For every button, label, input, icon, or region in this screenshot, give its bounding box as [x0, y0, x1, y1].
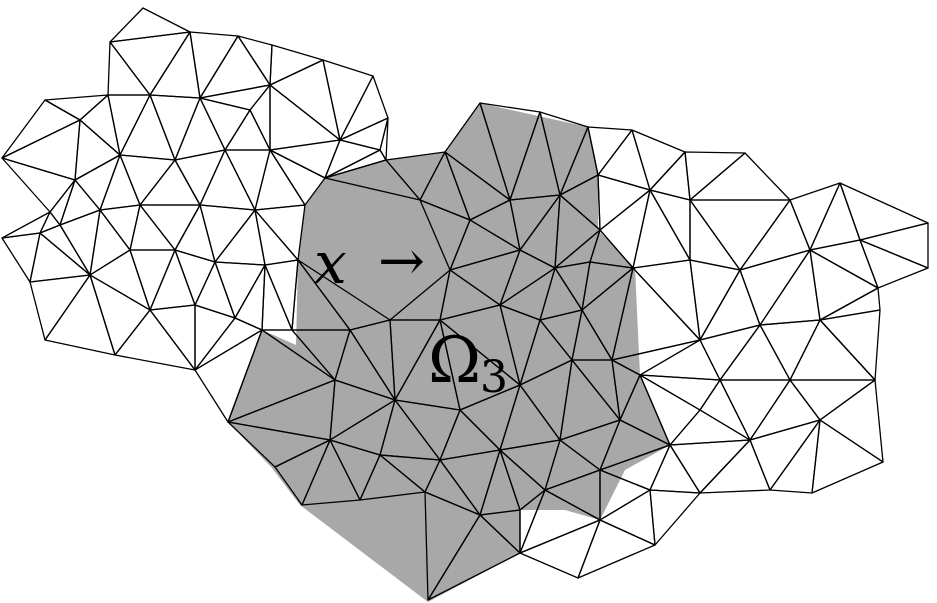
mesh-triangle — [1, 99, 81, 159]
mesh-triangle — [29, 274, 91, 341]
mesh-triangle — [811, 419, 884, 494]
mesh-triangle — [269, 44, 324, 86]
mesh-triangle — [269, 139, 341, 179]
mesh-triangle — [519, 519, 601, 579]
mesh-triangle — [1, 157, 76, 213]
mesh-triangle — [689, 259, 741, 341]
mesh-triangle — [597, 129, 651, 191]
mesh-triangle — [1, 232, 41, 283]
mesh-triangle — [149, 249, 196, 311]
mesh-triangle — [174, 97, 226, 161]
mesh-triangle — [44, 94, 109, 121]
mesh-triangle — [139, 159, 201, 206]
mesh-triangle — [1, 211, 51, 239]
mesh-triangle — [759, 319, 821, 381]
mesh-triangle — [59, 209, 101, 276]
arrow-icon: → — [378, 229, 425, 294]
mesh-triangle — [149, 94, 201, 161]
mesh-triangle — [44, 274, 116, 356]
mesh-triangle — [194, 261, 236, 319]
mesh-triangle — [119, 154, 176, 206]
mesh-triangle — [224, 109, 271, 151]
mesh-triangle — [189, 31, 239, 99]
mesh-triangle — [114, 309, 196, 371]
mesh-triangle — [649, 189, 691, 261]
mesh-triangle — [254, 204, 306, 261]
mesh-triangle — [99, 204, 141, 251]
mesh-triangle — [859, 222, 929, 269]
mesh-triangle — [199, 97, 251, 151]
region-label-omega: Ω — [428, 324, 481, 398]
mesh-triangle — [699, 269, 761, 341]
mesh-triangle — [149, 304, 196, 371]
mesh-triangle — [174, 249, 216, 306]
mesh-triangle — [649, 151, 691, 201]
region-label-subscript: 3 — [480, 352, 508, 403]
mesh-triangle — [29, 232, 91, 283]
mesh-triangle — [597, 174, 651, 231]
mesh-triangle — [359, 454, 426, 501]
mesh-triangle — [424, 459, 481, 516]
mesh-triangle — [89, 209, 131, 276]
mesh-triangle — [89, 274, 151, 356]
mesh-triangle — [789, 319, 876, 381]
mesh-triangle — [699, 324, 761, 381]
mesh-triangle — [689, 199, 741, 271]
mesh-triangle — [339, 117, 389, 151]
mesh-triangle — [699, 439, 771, 494]
mesh-triangle — [839, 182, 929, 241]
mesh-labels: x → Ω 3 — [314, 229, 508, 403]
mesh-triangle — [199, 149, 256, 211]
mesh-triangle — [719, 379, 791, 441]
mesh-triangle — [789, 379, 876, 421]
shaded-subdomain — [228, 103, 670, 602]
mesh-triangle — [214, 209, 266, 266]
mesh-triangle — [809, 239, 879, 289]
mesh-triangle — [339, 75, 389, 141]
mesh-triangle — [59, 179, 101, 226]
mesh-triangle — [739, 249, 811, 326]
mesh-triangle — [269, 84, 341, 151]
mesh-triangle — [739, 199, 811, 271]
mesh-triangle — [194, 304, 236, 371]
mesh-triangle — [669, 439, 751, 494]
point-label-x: x — [314, 229, 347, 297]
mesh-triangle — [809, 182, 861, 251]
mesh-triangle — [174, 149, 226, 206]
mesh-triangle — [129, 204, 176, 251]
mesh-triangle — [107, 41, 151, 96]
mesh-triangle — [199, 35, 271, 99]
subdomain-omega3-area — [228, 103, 670, 602]
mesh-triangle — [119, 94, 176, 161]
mesh-triangle — [649, 489, 701, 546]
mesh-triangle — [632, 259, 701, 341]
mesh-triangle — [599, 469, 651, 521]
mesh-triangle — [632, 189, 691, 269]
mesh-triangle — [149, 31, 201, 99]
mesh-triangle — [719, 324, 791, 381]
mesh-triangle — [689, 152, 791, 201]
mesh-triangle — [819, 379, 884, 463]
mesh-triangle — [107, 94, 151, 156]
mesh-triangle — [819, 309, 881, 381]
mesh-triangle — [249, 84, 271, 151]
mesh-triangle — [577, 519, 656, 579]
mesh-triangle — [224, 149, 271, 211]
mesh-triangle — [74, 154, 121, 211]
mesh-triangle — [639, 339, 721, 381]
mesh-triangle — [684, 151, 746, 201]
mesh-triangle — [749, 379, 821, 441]
mesh-triangle — [254, 149, 306, 211]
mesh-triangle — [74, 119, 121, 181]
mesh-triangles — [1, 7, 929, 601]
mesh-triangle — [174, 204, 216, 263]
mesh-triangle — [199, 204, 256, 263]
mesh-triangle — [109, 31, 191, 96]
mesh-triangle — [269, 59, 341, 141]
mesh-triangle — [129, 249, 176, 311]
